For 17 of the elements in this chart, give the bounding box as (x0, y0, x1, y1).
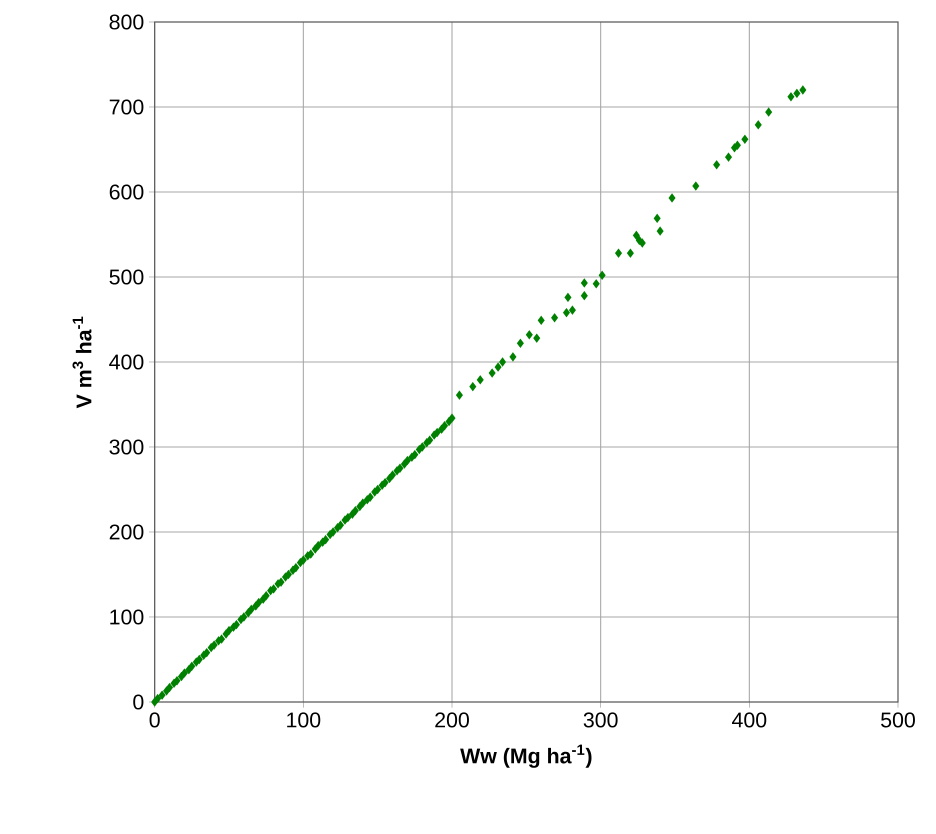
y-tick-label: 700 (110, 99, 144, 115)
y-tick-label: 200 (110, 524, 144, 540)
y-tick-label: 600 (110, 184, 144, 200)
y-tick-label: 800 (110, 14, 144, 30)
x-tick-label: 400 (732, 712, 766, 728)
x-tick-label: 300 (584, 712, 618, 728)
y-tick-label: 100 (110, 609, 144, 625)
x-tick-label: 200 (435, 712, 469, 728)
x-axis-title: Ww (Mg ha$^{-1}$) (460, 744, 592, 768)
y-tick-label: 300 (109, 439, 144, 455)
x-tick-label: 100 (287, 712, 320, 728)
y-tick-label: 500 (110, 269, 144, 285)
x-tick-label: 0 (150, 712, 160, 728)
x-tick-label: 500 (881, 712, 915, 728)
y-tick-label: 400 (109, 354, 144, 370)
y-tick-label: 0 (133, 694, 144, 710)
y-axis-title: V m$^{3}$ ha$^{-1}$ (72, 316, 92, 408)
